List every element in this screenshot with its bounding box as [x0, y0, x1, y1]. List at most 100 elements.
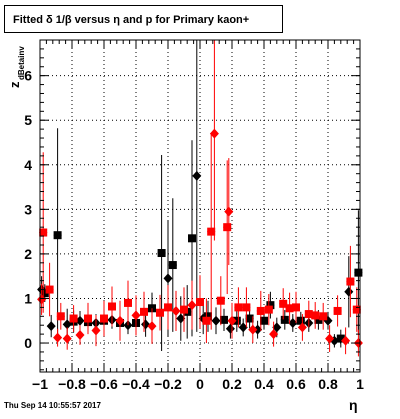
axis-layer: −1 −0.8 −0.6 −0.4 −0.2 0 0.2 0.4 0.6 0.8 1 0 1 2 3 4 5 6: [24, 40, 364, 392]
data-point: [325, 333, 335, 344]
data-point: [140, 307, 148, 316]
data-point: [227, 315, 237, 326]
x-tick-label: 0.6: [286, 376, 306, 392]
data-point: [202, 316, 211, 325]
x-axis-label: η: [349, 397, 358, 413]
data-point: [333, 306, 342, 315]
data-point: [147, 321, 157, 332]
title-box: [4, 5, 283, 33]
data-point: [304, 310, 313, 319]
data-point: [297, 322, 307, 333]
data-point: [292, 303, 300, 312]
data-point: [204, 312, 212, 321]
data-point: [341, 335, 351, 346]
data-point: [40, 289, 49, 298]
data-point: [124, 298, 132, 307]
y-axis-label-sub: dBetainv: [17, 46, 26, 80]
data-point: [238, 322, 248, 333]
x-tick-label: −0.4: [122, 376, 150, 392]
data-point: [223, 223, 232, 232]
data-point: [253, 324, 263, 335]
data-point: [75, 315, 85, 326]
data-point: [69, 314, 78, 323]
data-point: [346, 277, 355, 286]
data-point: [75, 330, 85, 341]
data-point: [163, 273, 173, 284]
chart-title: Fitted δ 1/β versus η and p for Primary …: [13, 14, 249, 26]
data-point: [245, 314, 254, 323]
data-point: [168, 261, 177, 270]
x-tick-label: 0.4: [254, 376, 274, 392]
data-point: [354, 268, 363, 277]
y-tick-label: 0: [24, 335, 32, 351]
data-point: [45, 285, 54, 294]
data-point: [314, 315, 323, 324]
data-point: [157, 249, 166, 258]
x-tick-label: −0.2: [154, 376, 182, 392]
data-point: [260, 316, 268, 325]
data-point: [91, 325, 101, 336]
data-point: [141, 319, 151, 330]
data-point: [56, 312, 65, 321]
x-tick-label: −0.6: [90, 376, 118, 392]
y-tick-label: 1: [24, 290, 32, 306]
data-point: [53, 231, 62, 240]
data-point: [242, 303, 251, 312]
data-point: [216, 296, 225, 305]
data-point: [180, 305, 188, 314]
data-point: [62, 333, 72, 344]
x-tick-label: −0.8: [58, 376, 86, 392]
data-point: [131, 310, 141, 321]
data-point: [196, 298, 204, 307]
data-point: [280, 315, 289, 324]
x-tick-label: 0.2: [222, 376, 242, 392]
data-point: [225, 323, 235, 334]
data-point: [248, 324, 258, 335]
data-point: [288, 317, 298, 328]
data-point: [164, 303, 172, 312]
x-tick-label: 0.8: [318, 376, 338, 392]
data-point: [279, 299, 288, 308]
data-point: [39, 228, 48, 237]
data-point: [296, 316, 305, 325]
y-axis-label: z: [7, 81, 22, 88]
data-point: [336, 334, 345, 343]
data-point: [269, 329, 279, 340]
data-point: [53, 332, 63, 343]
data-point: [285, 304, 294, 313]
data-point: [311, 311, 320, 320]
timestamp: Thu Sep 14 10:55:57 2017: [4, 401, 101, 410]
data-point: [188, 234, 196, 243]
series-layer: [37, 40, 363, 357]
data-point: [319, 312, 328, 321]
data-point: [176, 313, 186, 324]
y-tick-label: 3: [24, 201, 32, 217]
y-tick-label: 5: [24, 112, 32, 128]
data-point: [115, 315, 125, 326]
data-point: [62, 319, 72, 330]
data-point: [224, 206, 234, 217]
data-point: [46, 321, 56, 332]
data-point: [220, 315, 228, 324]
data-point: [344, 286, 354, 297]
data-point: [156, 308, 164, 317]
data-point: [84, 314, 92, 323]
y-tick-label: 4: [24, 157, 32, 173]
data-point: [232, 316, 241, 325]
x-tick-label: −1: [32, 376, 48, 392]
data-point: [209, 128, 219, 139]
data-point: [171, 305, 181, 316]
data-point: [264, 305, 273, 314]
series-red: [37, 40, 363, 357]
data-point: [192, 170, 202, 181]
data-point: [266, 301, 275, 310]
data-point: [187, 300, 197, 311]
x-tick-label: 0: [196, 376, 204, 392]
y-tick-label: 6: [24, 68, 32, 84]
data-point: [100, 314, 108, 323]
data-point: [256, 306, 265, 315]
data-point: [211, 315, 221, 326]
